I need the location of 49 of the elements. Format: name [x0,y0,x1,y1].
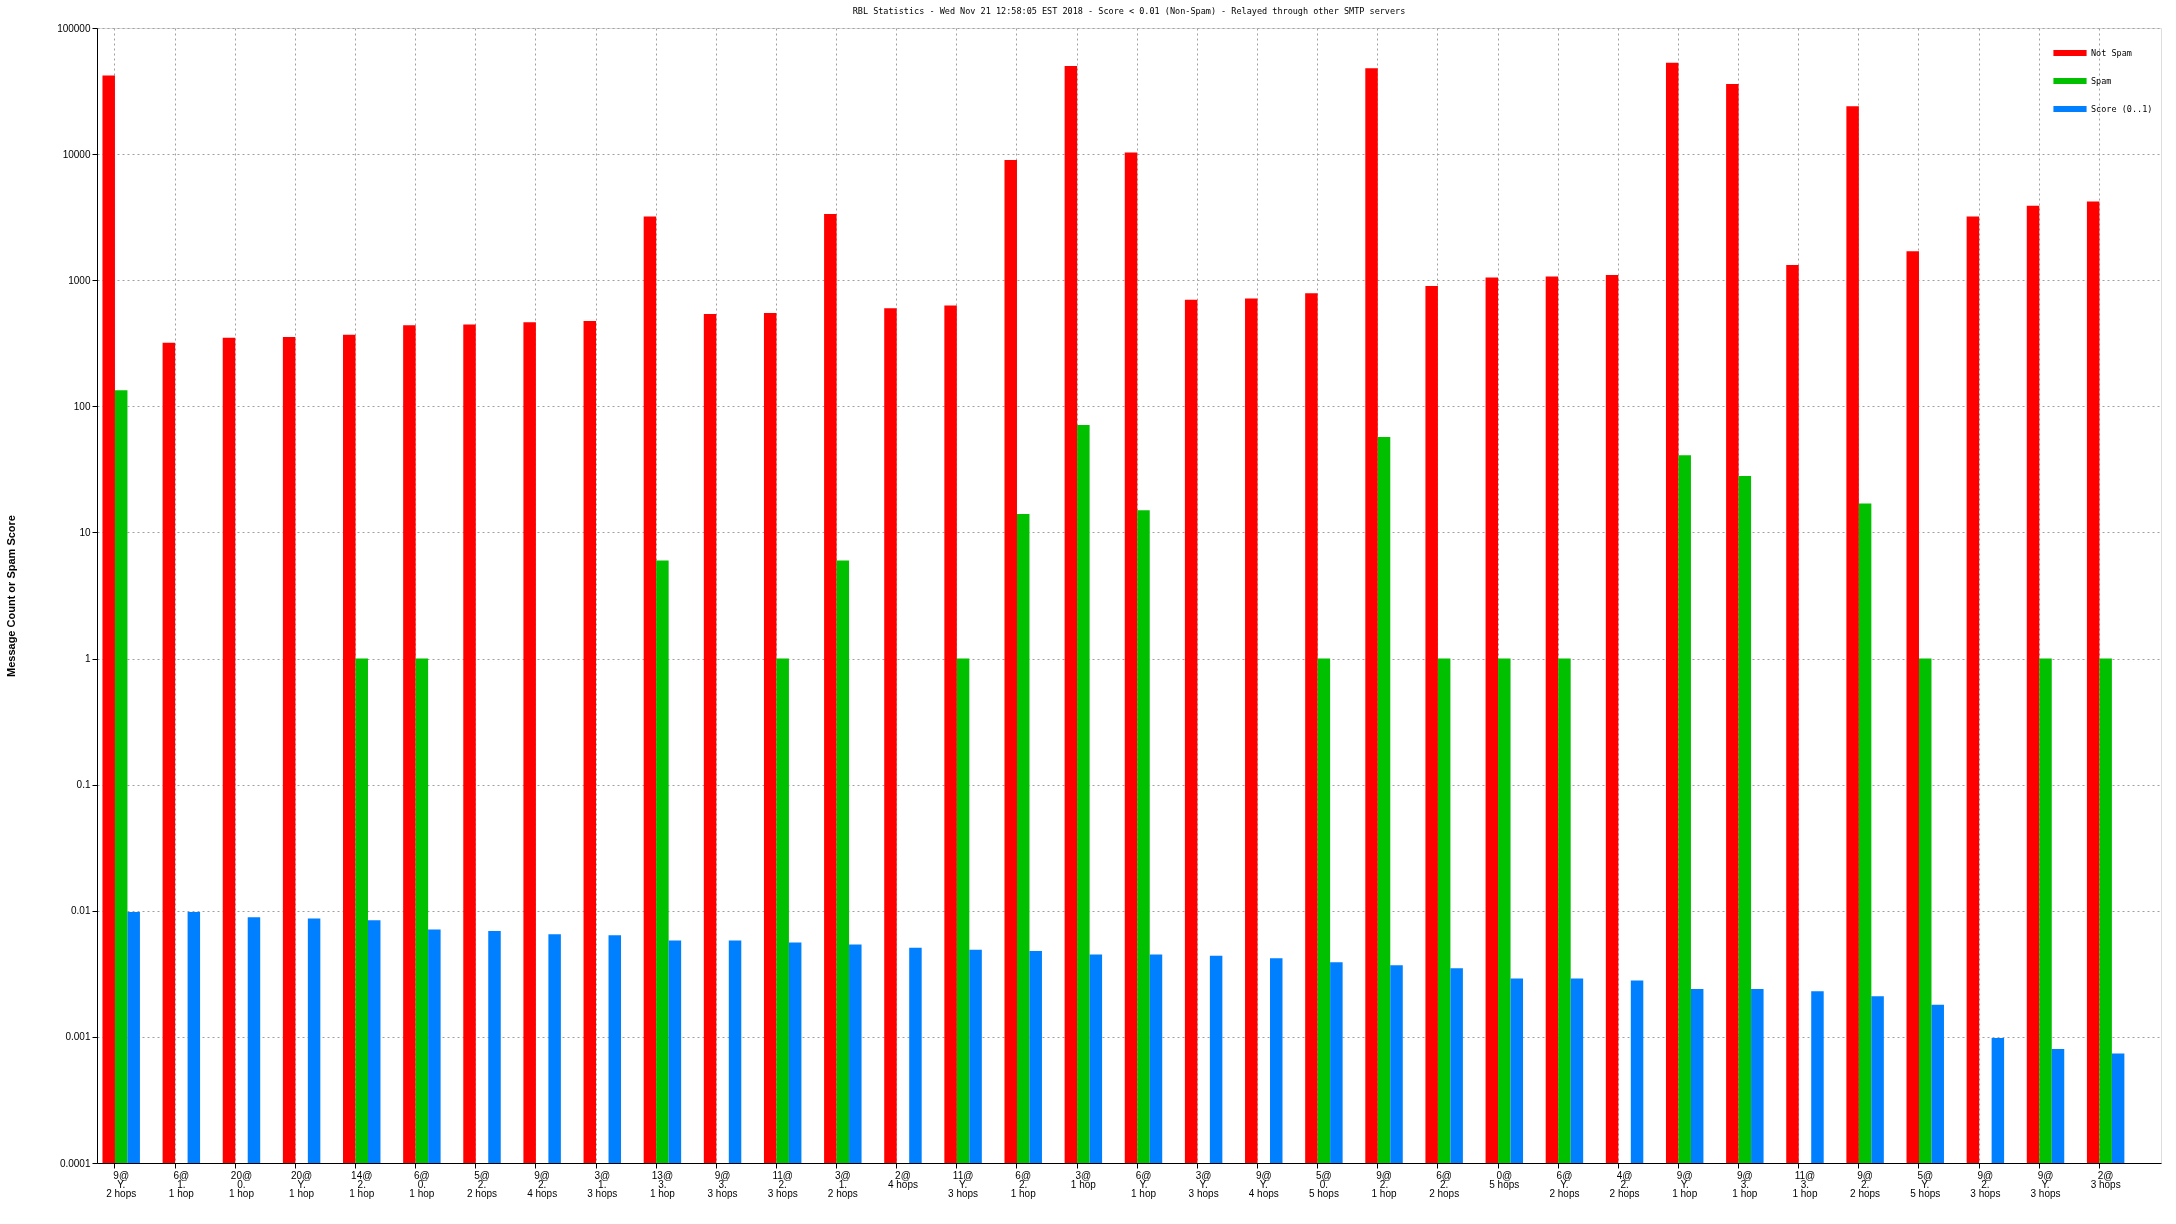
x-tick-label: 3@ Y. 3 hops [1188,1169,1219,1199]
x-tick-label: 2@ 3 hops [2090,1169,2121,1190]
x-tick-label: 5@ Y. 5 hops [1910,1169,1941,1199]
x-tick-label: 6@ 0. 1 hop [409,1169,435,1199]
x-tick-label: 6@ Y. 1 hop [1130,1169,1157,1199]
x-tick-label: 2@ 4 hops [887,1169,918,1190]
x-tick-label: 3@ 1 hop [1070,1169,1097,1190]
x-tick-label: 11@ 3. 1 hop [1792,1169,1818,1199]
y-tick-label: 10 [79,526,91,538]
x-tick-label: 9@ Y. 4 hops [1248,1169,1279,1199]
chart-title: RBL Statistics - Wed Nov 21 12:58:05 EST 2018 - Score < 0.01 (Non-Spam) - Relayed through other SMTP servers [852,5,1406,16]
x-tick-label: 11@ Y. 3 hops [948,1169,979,1199]
x-tick-label: 9@ 2. 2 hops [1850,1169,1881,1199]
x-tick-label: 9@ 3. 3 hops [707,1169,738,1199]
x-tick-label: 4@ 2. 2 hops [1609,1169,1640,1199]
y-tick-label: 0.001 [65,1031,91,1043]
x-tick-label: 9@ 2. 1 hop [1371,1169,1397,1199]
x-tick-label: 13@ 3. 1 hop [649,1169,676,1199]
legend-label: Score (0..1) [2091,104,2153,114]
x-tick-label: 9@ Y. 3 hops [2030,1169,2061,1199]
y-axis-title: Message Count or Spam Score [5,515,18,677]
x-tick-label: 20@ 0. 1 hop [228,1169,255,1199]
x-tick-label: 14@ 2. 1 hop [349,1169,375,1199]
x-tick-label: 9@ Y. 2 hops [106,1169,137,1199]
x-tick-label: 9@ 3. 1 hop [1732,1169,1758,1199]
x-tick-label: 9@ 2. 4 hops [527,1169,558,1199]
legend-label: Spam [2091,76,2112,86]
x-tick-label: 3@ 1. 3 hops [587,1169,618,1199]
y-tick-label: 10000 [62,148,91,160]
y-tick-label: 1 [84,653,91,665]
x-tick-label: 9@ 2. 3 hops [1970,1169,2001,1199]
y-tick-label: 100000 [57,22,91,34]
x-tick-label: 20@ Y. 1 hop [289,1169,315,1199]
y-tick-label: 1000 [68,274,91,286]
y-tick-label: 0.01 [71,905,91,917]
x-tick-label: 0@ 5 hops [1489,1169,1520,1190]
x-tick-label: 3@ 1. 2 hops [827,1169,858,1199]
y-tick-label: 0.1 [76,779,91,791]
legend-label: Not Spam [2091,48,2132,58]
x-tick-label: 6@ 2. 2 hops [1429,1169,1460,1199]
x-tick-label: 5@ 2. 2 hops [467,1169,498,1199]
x-tick-label: 9@ Y. 1 hop [1672,1169,1698,1199]
x-tick-label: 5@ 0. 5 hops [1308,1169,1339,1199]
x-tick-label: 6@ 2. 1 hop [1010,1169,1037,1199]
x-tick-label: 6@ Y. 2 hops [1549,1169,1580,1199]
x-tick-label: 11@ 2. 3 hops [767,1169,798,1199]
y-tick-label: 0.0001 [59,1157,91,1169]
y-tick-label: 100 [73,400,91,412]
x-tick-label: 6@ 1. 1 hop [168,1169,195,1199]
